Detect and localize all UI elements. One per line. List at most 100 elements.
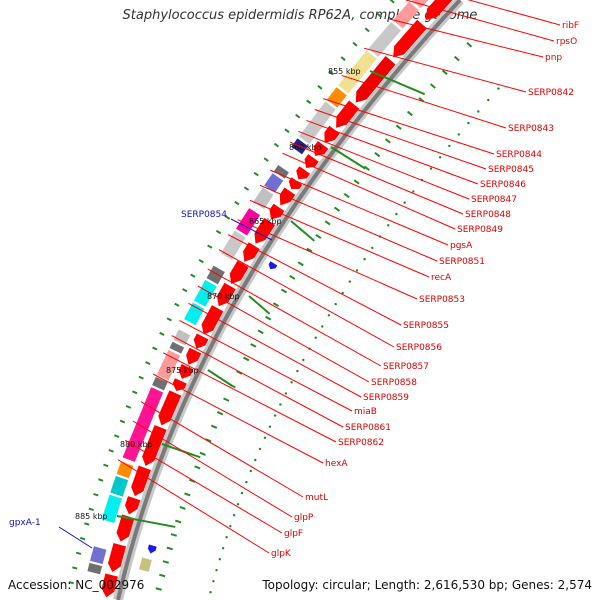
- label-leader: [179, 320, 353, 412]
- tick-mark: [159, 331, 165, 336]
- cds-forward-arrow[interactable]: [186, 347, 202, 365]
- cds-feature-block[interactable]: [206, 265, 225, 285]
- cds-feature-block[interactable]: [236, 208, 261, 236]
- cds-reverse-block[interactable]: [138, 557, 152, 572]
- gene-label-serp0855[interactable]: SERP0855: [403, 321, 449, 331]
- gene-label-mutl[interactable]: mutL: [305, 493, 328, 503]
- gene-label-serp0854[interactable]: SERP0854: [181, 210, 227, 220]
- gene-label-serp0851[interactable]: SERP0851: [439, 257, 485, 267]
- gene-label-serp0848[interactable]: SERP0848: [465, 210, 511, 220]
- tick-mark: [395, 124, 402, 130]
- cds-forward-arrow[interactable]: [142, 424, 167, 466]
- cds-forward-arrow[interactable]: [101, 573, 118, 598]
- gene-label-serp0853[interactable]: SERP0853: [419, 295, 465, 305]
- gene-label-reca[interactable]: recA: [431, 273, 452, 283]
- cds-feature-block[interactable]: [264, 173, 284, 193]
- gene-label-serp0857[interactable]: SERP0857: [383, 362, 429, 372]
- gene-label-rpso[interactable]: rpsO: [556, 37, 577, 47]
- cds-forward-arrow[interactable]: [125, 496, 141, 515]
- gene-label-serp0844[interactable]: SERP0844: [496, 150, 542, 160]
- gene-label-serp0847[interactable]: SERP0847: [471, 195, 517, 205]
- cds-reverse-marker[interactable]: [268, 261, 278, 270]
- gc-dot: [497, 87, 500, 90]
- cds-reverse-marker[interactable]: [147, 544, 157, 554]
- cds-forward-arrow[interactable]: [279, 187, 296, 206]
- label-leader: [58, 526, 93, 549]
- gc-dot: [221, 547, 225, 550]
- gc-dot: [229, 525, 232, 528]
- gc-dot: [429, 167, 433, 170]
- cds-feature-block[interactable]: [368, 21, 401, 57]
- tick-mark: [377, 13, 383, 18]
- cds-forward-arrow[interactable]: [288, 177, 303, 190]
- gene-label-serp0849[interactable]: SERP0849: [457, 225, 503, 235]
- cds-forward-arrow[interactable]: [336, 100, 360, 128]
- label-leader: [270, 169, 449, 246]
- cds-forward-arrow[interactable]: [178, 363, 194, 379]
- cds-feature-block[interactable]: [273, 165, 289, 179]
- gene-label-serp0843[interactable]: SERP0843: [508, 124, 554, 134]
- cds-forward-arrow[interactable]: [324, 125, 340, 143]
- tick-mark: [198, 259, 204, 264]
- cds-forward-arrow[interactable]: [217, 282, 236, 307]
- gene-label-serp0842[interactable]: SERP0842: [528, 88, 574, 98]
- gene-label-serp0862[interactable]: SERP0862: [338, 438, 384, 448]
- cds-feature-block[interactable]: [193, 280, 217, 307]
- cds-forward-arrow[interactable]: [158, 390, 182, 426]
- cds-feature-block[interactable]: [152, 376, 168, 391]
- cds-forward-arrow[interactable]: [116, 514, 135, 542]
- tick-mark: [389, 0, 395, 4]
- cds-forward-arrow[interactable]: [201, 305, 224, 335]
- cds-forward-arrow[interactable]: [172, 378, 187, 392]
- gene-label-serp0861[interactable]: SERP0861: [345, 423, 391, 433]
- cds-forward-arrow[interactable]: [355, 56, 396, 103]
- gene-label-pnp[interactable]: pnp: [545, 53, 562, 63]
- cds-feature-block[interactable]: [338, 50, 377, 94]
- cds-forward-arrow[interactable]: [425, 0, 456, 21]
- gene-label-hexa[interactable]: hexA: [325, 459, 348, 469]
- gene-label-serp0845[interactable]: SERP0845: [488, 165, 534, 175]
- gene-label-serp0858[interactable]: SERP0858: [371, 378, 417, 388]
- gene-label-gpxa-1[interactable]: gpxA-1: [9, 518, 41, 528]
- gc-dot: [290, 381, 293, 384]
- gene-label-pgsa[interactable]: pgsA: [450, 241, 473, 251]
- tick-mark: [453, 55, 460, 62]
- label-leader: [237, 219, 418, 300]
- tick-mark: [170, 533, 177, 537]
- gene-label-glpk[interactable]: glpK: [271, 549, 292, 559]
- cds-feature-block[interactable]: [184, 302, 205, 326]
- cds-forward-arrow[interactable]: [193, 333, 209, 349]
- gene-label-serp0856[interactable]: SERP0856: [396, 343, 442, 353]
- gene-label-ribf[interactable]: ribF: [562, 21, 579, 31]
- gene-label-glpp[interactable]: glpP: [294, 513, 314, 523]
- tick-mark: [210, 424, 218, 429]
- tick-mark: [216, 411, 224, 416]
- cds-feature-block[interactable]: [90, 546, 107, 565]
- cds-feature-block[interactable]: [220, 230, 246, 260]
- cds-feature-block[interactable]: [169, 341, 185, 354]
- cds-forward-arrow[interactable]: [131, 465, 151, 497]
- cds-feature-block[interactable]: [156, 350, 181, 381]
- cds-feature-block[interactable]: [110, 475, 129, 497]
- gene-label-glpf[interactable]: glpF: [284, 529, 303, 539]
- gene-label-miab[interactable]: miaB: [354, 407, 377, 417]
- cds-forward-arrow[interactable]: [313, 140, 329, 156]
- cds-forward-arrow[interactable]: [254, 217, 276, 244]
- cds-forward-arrow[interactable]: [393, 19, 427, 58]
- cds-forward-arrow[interactable]: [107, 542, 127, 573]
- cds-feature-block[interactable]: [298, 101, 336, 145]
- cds-feature-block[interactable]: [101, 494, 122, 524]
- cds-feature-block[interactable]: [116, 461, 134, 479]
- gene-label-serp0859[interactable]: SERP0859: [363, 393, 409, 403]
- cds-feature-block[interactable]: [173, 329, 191, 346]
- cds-feature-block[interactable]: [87, 562, 103, 575]
- gc-dot: [232, 514, 236, 517]
- cds-forward-arrow[interactable]: [243, 242, 260, 262]
- cds-forward-arrow[interactable]: [229, 260, 249, 285]
- tick-connector: [207, 369, 233, 387]
- cds-forward-arrow[interactable]: [296, 166, 311, 180]
- gene-label-serp0846[interactable]: SERP0846: [480, 180, 526, 190]
- tick-mark: [182, 288, 188, 293]
- cds-feature-block[interactable]: [122, 387, 164, 462]
- cds-feature-block[interactable]: [326, 87, 347, 108]
